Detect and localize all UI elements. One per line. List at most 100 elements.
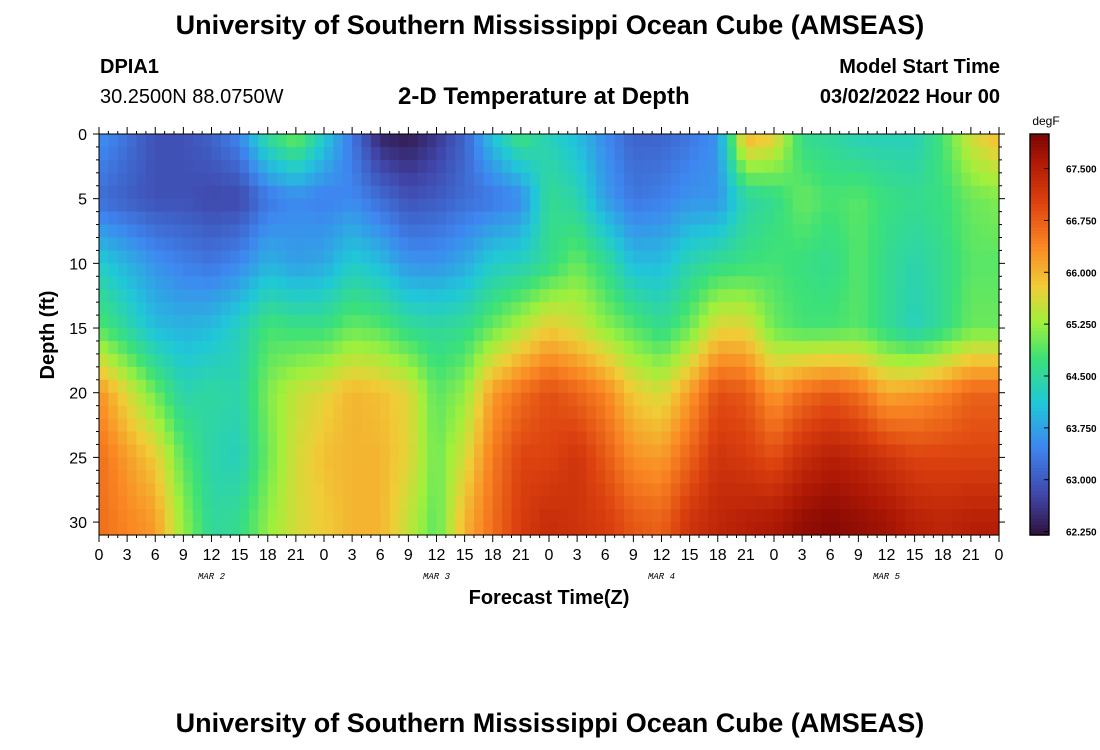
heatmap-cell — [267, 392, 278, 407]
heatmap-cell — [511, 263, 522, 277]
heatmap-cell — [417, 159, 428, 174]
heatmap-cell — [389, 483, 400, 497]
heatmap-cell — [867, 159, 878, 174]
heatmap-cell — [258, 159, 269, 174]
heatmap-cell — [211, 366, 222, 381]
heatmap-cell — [136, 496, 147, 510]
heatmap-cell — [511, 405, 522, 420]
heatmap-cell — [802, 509, 813, 523]
heatmap-cell — [783, 185, 794, 200]
heatmap-cell — [624, 263, 634, 277]
heatmap-cell — [708, 444, 719, 458]
colorbar-tick-label: 66.000 — [1066, 268, 1097, 279]
heatmap-cell — [989, 483, 1000, 497]
heatmap-cell — [792, 159, 803, 174]
heatmap-cell — [605, 263, 616, 277]
heatmap-cell — [127, 522, 138, 536]
x-tick-label: 9 — [404, 547, 413, 564]
colorbar-swatch — [1030, 347, 1049, 352]
heatmap-cell — [520, 405, 531, 420]
heatmap-cell — [952, 302, 963, 316]
heatmap-cell — [483, 405, 494, 420]
heatmap-cell — [99, 366, 109, 381]
heatmap-cell — [624, 405, 634, 420]
heatmap-cell — [727, 431, 738, 446]
heatmap-cell — [511, 159, 522, 174]
heatmap-cell — [558, 237, 569, 252]
heatmap-cell — [961, 328, 972, 342]
heatmap-cell — [464, 405, 475, 420]
heatmap-cell — [989, 418, 1000, 433]
colorbar-swatch — [1030, 321, 1049, 326]
heatmap-cell — [502, 159, 513, 174]
heatmap-cell — [933, 470, 944, 484]
heatmap-cell — [211, 522, 222, 536]
heatmap-cell — [408, 431, 419, 446]
heatmap-cell — [745, 185, 756, 200]
heatmap-cell — [858, 470, 869, 484]
heatmap-cell — [783, 211, 794, 226]
heatmap-cell — [408, 353, 419, 368]
heatmap-cell — [661, 366, 672, 381]
heatmap-cell — [849, 431, 859, 446]
heatmap-cell — [633, 509, 644, 523]
heatmap-cell — [549, 483, 559, 497]
heatmap-cell — [736, 418, 747, 433]
heatmap-cell — [661, 237, 672, 252]
heatmap-cell — [464, 483, 475, 497]
heatmap-cell — [127, 392, 138, 407]
heatmap-cell — [820, 328, 831, 342]
heatmap-cell — [867, 483, 878, 497]
heatmap-cell — [736, 211, 747, 226]
heatmap-cell — [867, 366, 878, 381]
heatmap-cell — [783, 340, 794, 355]
heatmap-cell — [783, 328, 794, 342]
heatmap-cell — [736, 289, 747, 303]
x-tick-label: 6 — [151, 547, 160, 564]
heatmap-cell — [624, 211, 634, 226]
heatmap-cell — [530, 353, 541, 368]
heatmap-cell — [689, 302, 700, 316]
heatmap-cell — [249, 237, 259, 252]
heatmap-cell — [886, 483, 897, 497]
colorbar-swatch — [1030, 294, 1049, 299]
heatmap-cell — [933, 405, 944, 420]
heatmap-cell — [502, 509, 513, 523]
heatmap-cell — [905, 483, 916, 497]
heatmap-cell — [980, 159, 991, 174]
heatmap-cell — [924, 211, 934, 226]
heatmap-cell — [183, 340, 194, 355]
colorbar-swatch — [1030, 531, 1049, 536]
heatmap-cell — [127, 353, 138, 368]
heatmap-cell — [117, 522, 128, 536]
heatmap-cell — [745, 159, 756, 174]
heatmap-cell — [305, 315, 316, 329]
heatmap-cell — [661, 276, 672, 290]
heatmap-cell — [924, 224, 934, 239]
heatmap-cell — [586, 289, 597, 303]
heatmap-cell — [558, 172, 569, 187]
heatmap-cell — [586, 134, 597, 148]
heatmap-cell — [305, 405, 316, 420]
x-tick-label: 21 — [962, 547, 980, 564]
heatmap-cell — [324, 509, 334, 523]
colorbar-swatch — [1030, 471, 1049, 476]
heatmap-cell — [145, 405, 156, 420]
heatmap-cell — [755, 496, 766, 510]
heatmap-cell — [717, 470, 728, 484]
heatmap-cell — [989, 159, 1000, 174]
heatmap-cell — [717, 250, 728, 264]
heatmap-cell — [483, 328, 494, 342]
heatmap-cell — [520, 431, 531, 446]
heatmap-cell — [558, 340, 569, 355]
heatmap-cell — [117, 159, 128, 174]
colorbar-swatch — [1030, 448, 1049, 453]
heatmap-cell — [145, 263, 156, 277]
heatmap-cell — [258, 405, 269, 420]
heatmap-cell — [520, 457, 531, 471]
heatmap-cell — [239, 237, 250, 252]
heatmap-cell — [333, 211, 344, 226]
heatmap-cell — [577, 418, 588, 433]
heatmap-cell — [464, 263, 475, 277]
heatmap-cell — [849, 289, 859, 303]
